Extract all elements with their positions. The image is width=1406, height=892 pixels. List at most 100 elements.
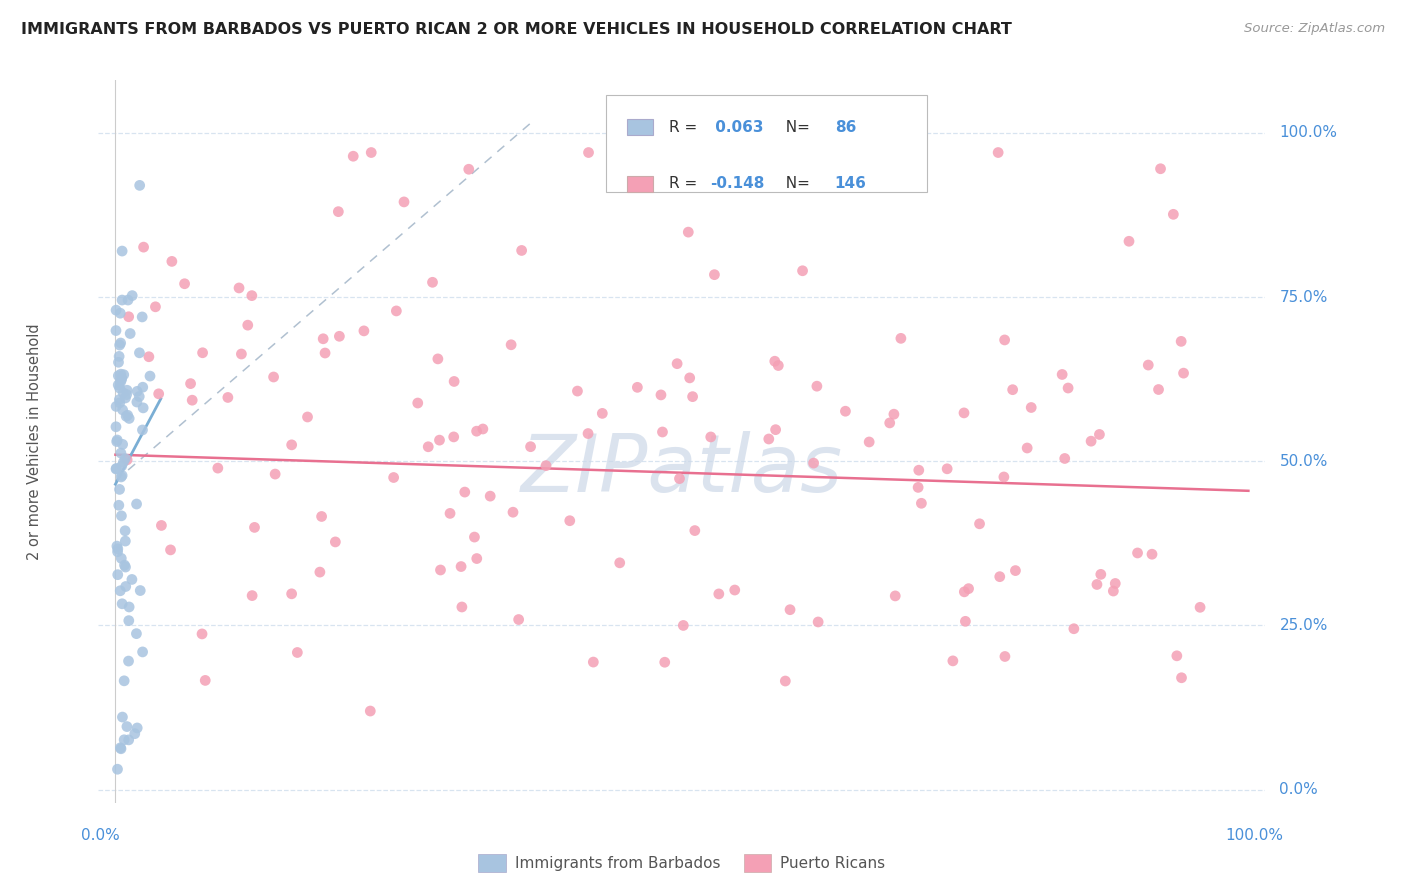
Point: [382, 470, 405, 484]
Point: [834, 404, 856, 418]
Point: [111, 597, 134, 611]
Point: [360, 145, 382, 160]
Point: [181, 393, 204, 408]
Point: [111, 468, 134, 483]
Point: [703, 268, 725, 282]
Point: [792, 264, 814, 278]
Point: [297, 409, 319, 424]
Point: [325, 535, 347, 549]
Point: [111, 371, 134, 385]
Point: [1063, 622, 1085, 636]
Point: [110, 583, 132, 598]
Point: [105, 433, 128, 447]
Point: [280, 438, 302, 452]
Point: [107, 541, 129, 556]
Point: [576, 426, 599, 441]
Point: [264, 467, 287, 481]
Point: [108, 483, 131, 497]
Point: [650, 388, 672, 402]
Point: [1080, 434, 1102, 449]
Point: [910, 496, 932, 510]
Point: [231, 347, 253, 361]
Point: [942, 654, 965, 668]
Point: [105, 303, 128, 318]
Point: [953, 406, 976, 420]
Point: [240, 288, 263, 302]
Point: [114, 560, 136, 574]
Point: [138, 350, 160, 364]
Point: [114, 451, 136, 466]
Point: [907, 480, 929, 494]
Point: [328, 204, 350, 219]
Text: 86: 86: [835, 120, 856, 135]
Point: [418, 440, 440, 454]
Point: [385, 304, 408, 318]
Point: [668, 472, 690, 486]
Point: [108, 392, 131, 407]
Point: [263, 370, 285, 384]
Point: [765, 423, 787, 437]
Point: [107, 762, 129, 776]
Point: [1147, 383, 1170, 397]
Point: [111, 293, 134, 307]
Point: [567, 384, 589, 398]
Point: [1085, 577, 1108, 591]
Text: 0.0%: 0.0%: [1279, 782, 1319, 797]
Point: [779, 603, 801, 617]
Point: [112, 455, 135, 469]
Point: [118, 599, 141, 614]
Point: [111, 403, 134, 417]
Point: [672, 618, 695, 632]
Point: [463, 530, 485, 544]
Text: 100.0%: 100.0%: [1279, 126, 1337, 140]
Point: [328, 329, 350, 343]
Text: -0.148: -0.148: [710, 176, 765, 191]
Point: [108, 498, 131, 512]
Point: [131, 423, 153, 437]
Text: N=: N=: [776, 120, 815, 135]
Point: [679, 371, 702, 385]
Point: [591, 406, 613, 420]
Point: [110, 367, 132, 381]
Point: [465, 424, 488, 438]
Point: [121, 573, 143, 587]
Point: [1140, 547, 1163, 561]
Point: [280, 587, 302, 601]
Point: [936, 462, 959, 476]
Point: [115, 387, 138, 401]
Point: [128, 178, 150, 193]
Point: [502, 505, 524, 519]
Point: [115, 720, 138, 734]
Point: [1189, 600, 1212, 615]
Point: [775, 673, 797, 688]
Point: [1053, 451, 1076, 466]
Point: [112, 673, 135, 688]
Point: [191, 345, 214, 359]
Point: [191, 627, 214, 641]
Point: [359, 704, 381, 718]
Point: [117, 293, 139, 307]
Point: [236, 318, 259, 333]
Point: [1170, 334, 1192, 349]
Point: [907, 463, 929, 477]
Point: [1166, 648, 1188, 663]
Point: [240, 589, 263, 603]
Text: R =: R =: [669, 176, 702, 191]
Point: [120, 326, 142, 341]
Point: [1019, 401, 1042, 415]
Point: [803, 456, 825, 470]
Point: [578, 145, 600, 160]
Point: [883, 407, 905, 421]
Point: [457, 162, 479, 177]
Point: [129, 583, 152, 598]
Point: [957, 582, 980, 596]
Point: [884, 589, 907, 603]
Text: 2 or more Vehicles in Household: 2 or more Vehicles in Household: [27, 323, 42, 560]
Point: [312, 332, 335, 346]
Point: [1090, 567, 1112, 582]
Point: [110, 373, 132, 387]
Point: [110, 740, 132, 755]
Point: [314, 346, 336, 360]
Point: [806, 379, 828, 393]
Point: [173, 277, 195, 291]
